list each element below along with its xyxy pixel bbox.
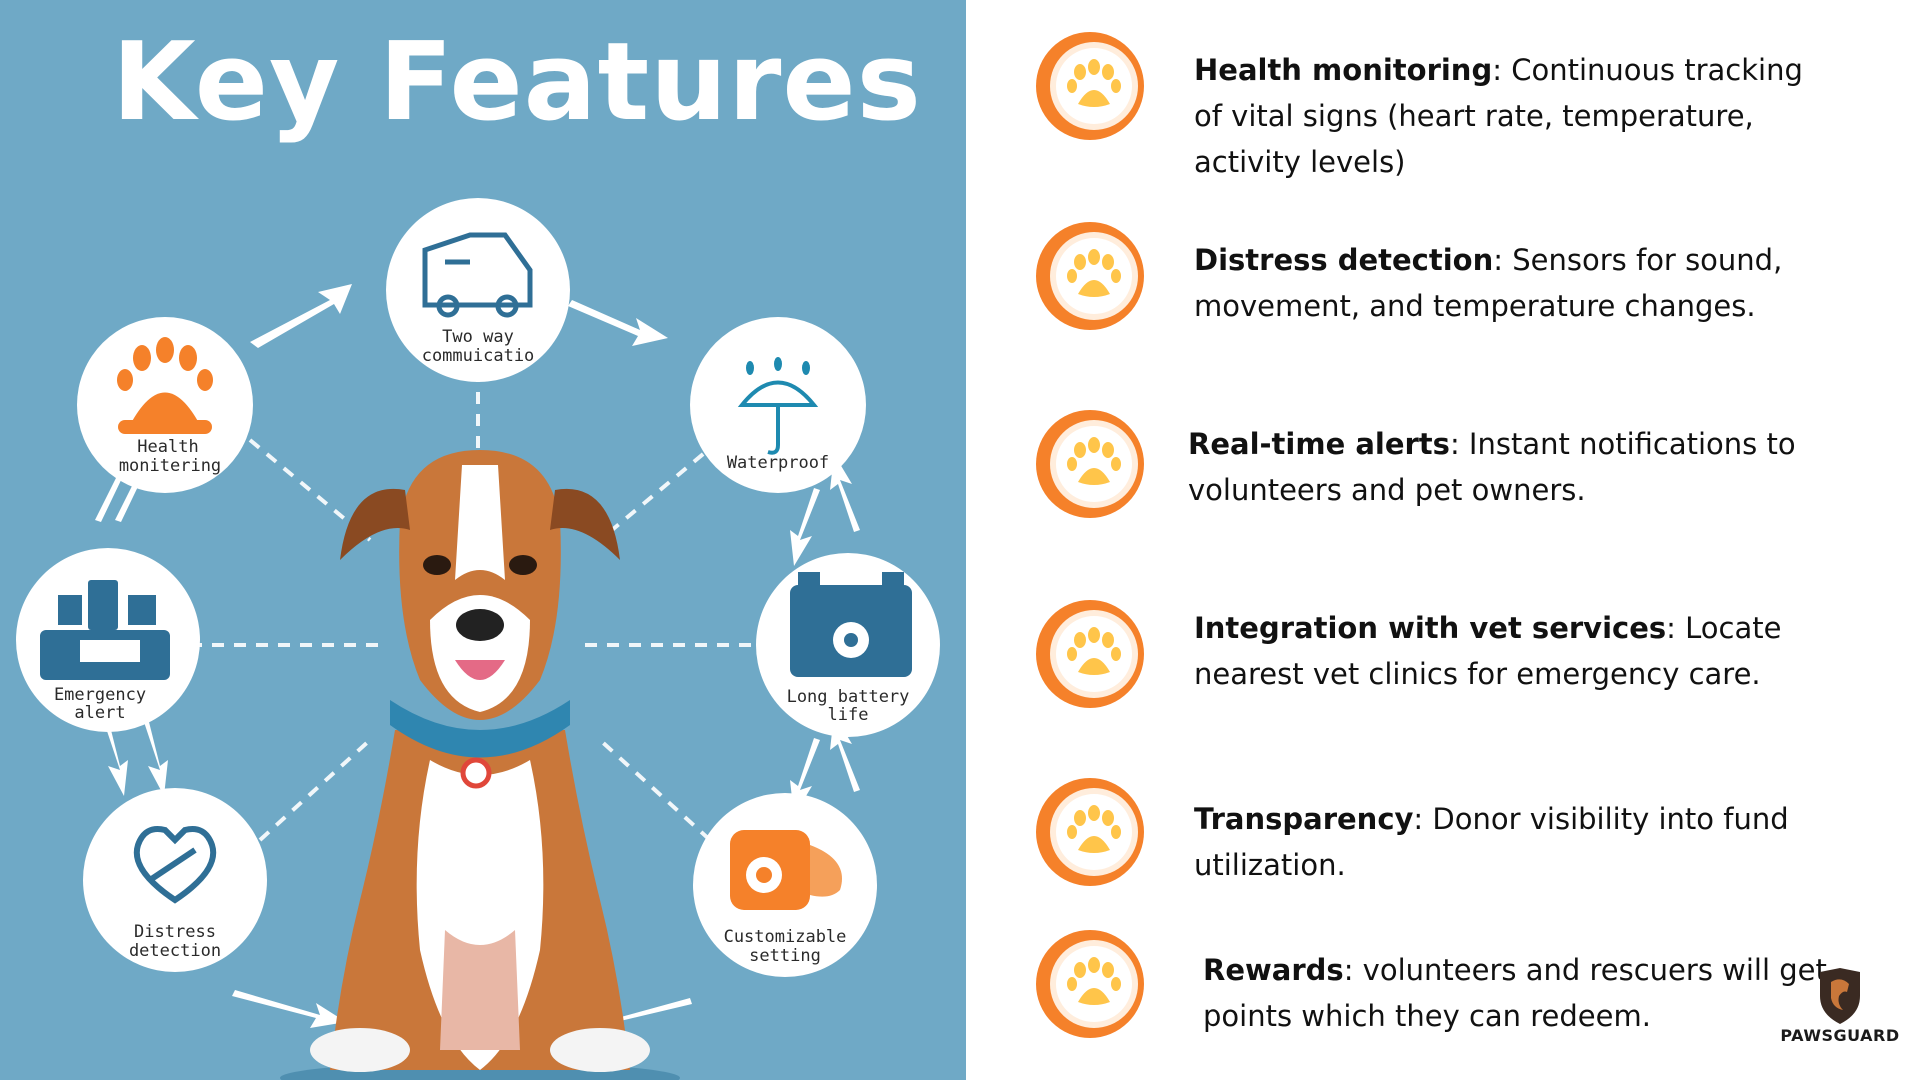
feature-description: volunteers and rescuers will get points …	[1203, 953, 1827, 1033]
feature-text: Health monitoring: Continuous tracking o…	[1194, 47, 1814, 185]
feature-item-health-monitoring: Health monitoring: Continuous tracking o…	[966, 30, 1920, 179]
node-label: Customizable	[724, 927, 847, 947]
node-label: Two way	[442, 327, 514, 347]
node-label: monitering	[119, 456, 221, 476]
umbrella-icon	[737, 380, 819, 455]
heart-icon	[133, 826, 217, 904]
node-label: Waterproof	[727, 453, 829, 473]
feature-text: Distress detection: Sensors for sound, m…	[1194, 237, 1814, 329]
dashed-spokes	[190, 370, 770, 842]
feature-text: Real-time alerts: Instant notifications …	[1188, 421, 1808, 513]
feature-name: Real-time alerts	[1188, 427, 1450, 461]
feature-item-distress-detection: Distress detection: Sensors for sound, m…	[966, 220, 1920, 340]
paw-icon	[117, 337, 213, 434]
feature-separator: :	[1343, 953, 1354, 987]
node-label: alert	[74, 703, 125, 723]
feature-item-real-time-alerts: Real-time alerts: Instant notifications …	[966, 408, 1920, 528]
feature-separator: :	[1492, 53, 1502, 87]
paw-icon	[1036, 32, 1144, 140]
devices-icon	[40, 580, 170, 680]
connection-arrows	[95, 284, 860, 1032]
node-emergency: Emergency alert	[16, 548, 200, 732]
paw-icon	[1036, 778, 1144, 886]
paw-icon	[1036, 222, 1144, 330]
node-distress: Distress detection	[83, 788, 267, 972]
feature-wheel-illustration: Two way commuicatio Waterproof Long batt…	[16, 198, 940, 1080]
node-health: Health monitering	[77, 317, 253, 493]
feature-name: Transparency	[1194, 802, 1414, 836]
feature-separator: :	[1413, 802, 1424, 836]
features-panel: Health monitoring: Continuous tracking o…	[966, 0, 1920, 1080]
dog-shield-icon	[1820, 968, 1860, 1024]
feature-description: Instant notifications to volunteers and …	[1188, 427, 1796, 507]
car-icon	[422, 232, 533, 318]
feature-separator: :	[1493, 243, 1504, 277]
node-battery: Long battery life	[756, 553, 940, 737]
feature-description: Sensors for sound, movement, and tempera…	[1194, 243, 1783, 323]
feature-separator: :	[1449, 427, 1460, 461]
brand-name: PAWSGUARD	[1780, 1026, 1900, 1045]
battery-icon	[790, 572, 912, 677]
feature-name: Distress detection	[1194, 243, 1494, 277]
settings-device-icon	[730, 830, 842, 910]
feature-description: Locate nearest vet clinics for emergency…	[1194, 611, 1782, 691]
feature-text: Transparency: Donor visibility into fund…	[1194, 796, 1814, 888]
node-label: Long battery	[787, 687, 910, 707]
node-label: Emergency	[54, 685, 146, 705]
node-waterproof: Waterproof	[690, 317, 866, 493]
feature-name: Rewards	[1203, 953, 1344, 987]
node-two-way: Two way commuicatio	[386, 198, 570, 382]
feature-item-rewards: Rewards: volunteers and rescuers will ge…	[966, 928, 1920, 1048]
feature-text: Integration with vet services: Locate ne…	[1194, 605, 1814, 697]
node-label: commuicatio	[422, 346, 535, 366]
paw-icon	[1036, 410, 1144, 518]
brand-logo: PAWSGUARD	[1765, 968, 1915, 1048]
feature-item-transparency: Transparency: Donor visibility into fund…	[966, 776, 1920, 896]
feature-description: Continuous tracking of vital signs (hear…	[1194, 53, 1803, 179]
feature-description: Donor visibility into fund utilization.	[1194, 802, 1789, 882]
dog-figure	[280, 450, 680, 1080]
node-label: Health	[137, 437, 198, 457]
feature-name: Health monitoring	[1194, 53, 1493, 87]
node-custom: Customizable setting	[693, 793, 877, 977]
node-label: Distress	[134, 922, 216, 942]
page-title: Key Features	[112, 20, 922, 145]
paw-icon	[1036, 930, 1144, 1038]
node-label: detection	[129, 941, 221, 961]
feature-item-vet-integration: Integration with vet services: Locate ne…	[966, 598, 1920, 718]
paw-icon	[1036, 600, 1144, 708]
illustration-panel: Two way commuicatio Waterproof Long batt…	[0, 0, 966, 1080]
node-label: setting	[749, 946, 821, 966]
feature-separator: :	[1666, 611, 1676, 645]
feature-text: Rewards: volunteers and rescuers will ge…	[1203, 947, 1843, 1039]
feature-name: Integration with vet services	[1194, 611, 1667, 645]
node-label: life	[828, 705, 869, 725]
